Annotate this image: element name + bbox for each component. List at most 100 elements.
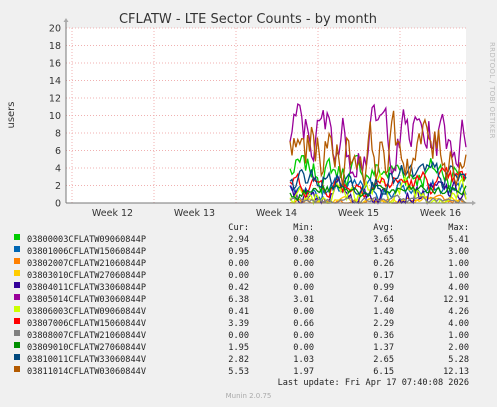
legend-name: 03803010CFLATW27060844P xyxy=(27,271,146,281)
legend-header: Cur: Min: Avg: Max: xyxy=(0,222,497,234)
legend-max: 2.00 xyxy=(448,343,469,353)
legend-col-cur: Cur: xyxy=(228,223,249,233)
y-axis-arrow xyxy=(63,18,69,22)
x-axis-arrow xyxy=(472,200,476,206)
legend-min: 0.38 xyxy=(293,235,314,245)
munin-footer: Munin 2.0.75 xyxy=(225,392,272,400)
legend-cur: 1.95 xyxy=(228,343,249,353)
y-tick-label: 8 xyxy=(55,129,61,140)
legend-swatch xyxy=(14,342,20,348)
legend-swatch xyxy=(14,330,20,336)
x-tick-label: Week 14 xyxy=(256,208,297,219)
legend-name: 03811014CFLATW03060844V xyxy=(27,367,146,377)
legend-avg: 0.99 xyxy=(373,283,394,293)
legend-swatch xyxy=(14,246,20,252)
legend-max: 12.91 xyxy=(443,295,469,305)
x-tick-label: Week 13 xyxy=(174,208,215,219)
legend-name: 03809010CFLATW27060844V xyxy=(27,343,146,353)
legend-item: 03811014CFLATW03060844V 5.53 1.97 6.15 12.13 xyxy=(0,366,497,378)
legend-cur: 0.42 xyxy=(228,283,249,293)
legend-avg: 0.17 xyxy=(373,271,394,281)
legend-max: 5.28 xyxy=(448,355,469,365)
series-line xyxy=(289,194,467,204)
legend-avg: 0.26 xyxy=(373,259,394,269)
legend-cur: 0.00 xyxy=(228,271,249,281)
legend-name: 03810011CFLATW33060844V xyxy=(27,355,146,365)
legend-swatch xyxy=(14,306,20,312)
legend-max: 1.00 xyxy=(448,259,469,269)
legend-max: 4.26 xyxy=(448,307,469,317)
legend-min: 1.97 xyxy=(293,367,314,377)
series-line xyxy=(289,160,467,195)
legend-col-max: Max: xyxy=(448,223,469,233)
legend-avg: 1.40 xyxy=(373,307,394,317)
legend-name: 03804011CFLATW33060844P xyxy=(27,283,146,293)
legend-min: 0.00 xyxy=(293,247,314,257)
legend-swatch xyxy=(14,258,20,264)
legend-max: 4.00 xyxy=(448,283,469,293)
legend-item: 03801006CFLATW15060844P 0.95 0.00 1.43 3.00 xyxy=(0,246,497,258)
legend-max: 1.00 xyxy=(448,331,469,341)
legend-avg: 2.29 xyxy=(373,319,394,329)
legend-item: 03810011CFLATW33060844V 2.82 1.03 2.65 5.28 xyxy=(0,354,497,366)
legend-item: 03807006CFLATW15060844V 3.39 0.66 2.29 4.00 xyxy=(0,318,497,330)
legend-cur: 6.38 xyxy=(228,295,249,305)
y-tick-label: 6 xyxy=(55,146,61,157)
rrdtool-watermark: RRDTOOL / TOBI OETIKER xyxy=(488,42,496,139)
chart-title: CFLATW - LTE Sector Counts - by month xyxy=(119,12,377,27)
y-axis-label: users xyxy=(6,101,17,128)
legend-avg: 7.64 xyxy=(373,295,394,305)
legend-item: 03808007CFLATW21060844V 0.00 0.00 0.36 1.00 xyxy=(0,330,497,342)
x-tick-label: Week 15 xyxy=(338,208,379,219)
series-line xyxy=(289,166,467,199)
legend: Cur: Min: Avg: Max: 03800003CFLATW090608… xyxy=(0,222,497,378)
legend-item: 03803010CFLATW27060844P 0.00 0.00 0.17 1.00 xyxy=(0,270,497,282)
series-line xyxy=(289,103,467,178)
legend-swatch xyxy=(14,318,20,324)
grid xyxy=(66,27,466,203)
legend-max: 4.00 xyxy=(448,319,469,329)
legend-avg: 2.65 xyxy=(373,355,394,365)
y-tick-label: 0 xyxy=(55,199,61,210)
y-tick-label: 18 xyxy=(49,41,61,52)
legend-min: 0.00 xyxy=(293,307,314,317)
legend-name: 03806003CFLATW09060844V xyxy=(27,307,146,317)
legend-min: 1.03 xyxy=(293,355,314,365)
legend-min: 0.00 xyxy=(293,331,314,341)
legend-name: 03802007CFLATW21060844P xyxy=(27,259,146,269)
series-line xyxy=(289,110,467,187)
legend-cur: 0.95 xyxy=(228,247,249,257)
legend-min: 0.00 xyxy=(293,259,314,269)
legend-cur: 0.00 xyxy=(228,331,249,341)
y-tick-label: 16 xyxy=(49,59,61,70)
legend-swatch xyxy=(14,354,20,360)
series-lines xyxy=(289,103,467,206)
legend-item: 03804011CFLATW33060844P 0.42 0.00 0.99 4.00 xyxy=(0,282,497,294)
last-update: Last update: Fri Apr 17 07:40:08 2026 xyxy=(277,378,469,388)
y-tick-label: 4 xyxy=(55,164,61,175)
legend-avg: 0.36 xyxy=(373,331,394,341)
legend-cur: 0.00 xyxy=(228,259,249,269)
x-tick-label: Week 12 xyxy=(92,208,133,219)
chart: 0 2 4 6 8 10 12 14 16 18 20 Week 12 Week 13 Week 14 We… xyxy=(6,12,476,219)
legend-swatch xyxy=(14,234,20,240)
legend-max: 12.13 xyxy=(443,367,469,377)
legend-swatch xyxy=(14,282,20,288)
axes: 0 2 4 6 8 10 12 14 16 18 20 Week 12 Week 13 Week 14 We… xyxy=(49,18,476,219)
legend-cur: 0.41 xyxy=(228,307,249,317)
legend-min: 3.01 xyxy=(293,295,314,305)
y-tick-label: 20 xyxy=(49,24,61,35)
legend-cur: 2.82 xyxy=(228,355,249,365)
legend-item: 03802007CFLATW21060844P 0.00 0.00 0.26 1.00 xyxy=(0,258,497,270)
legend-min: 0.66 xyxy=(293,319,314,329)
legend-cur: 5.53 xyxy=(228,367,249,377)
y-tick-label: 14 xyxy=(49,76,61,87)
legend-swatch xyxy=(14,270,20,276)
legend-max: 1.00 xyxy=(448,271,469,281)
legend-name: 03807006CFLATW15060844V xyxy=(27,319,146,329)
legend-swatch xyxy=(14,366,20,372)
y-tick-label: 10 xyxy=(49,111,61,122)
legend-item: 03806003CFLATW09060844V 0.41 0.00 1.40 4.26 xyxy=(0,306,497,318)
legend-item: 03809010CFLATW27060844V 1.95 0.00 1.37 2.00 xyxy=(0,342,497,354)
legend-col-min: Min: xyxy=(293,223,314,233)
